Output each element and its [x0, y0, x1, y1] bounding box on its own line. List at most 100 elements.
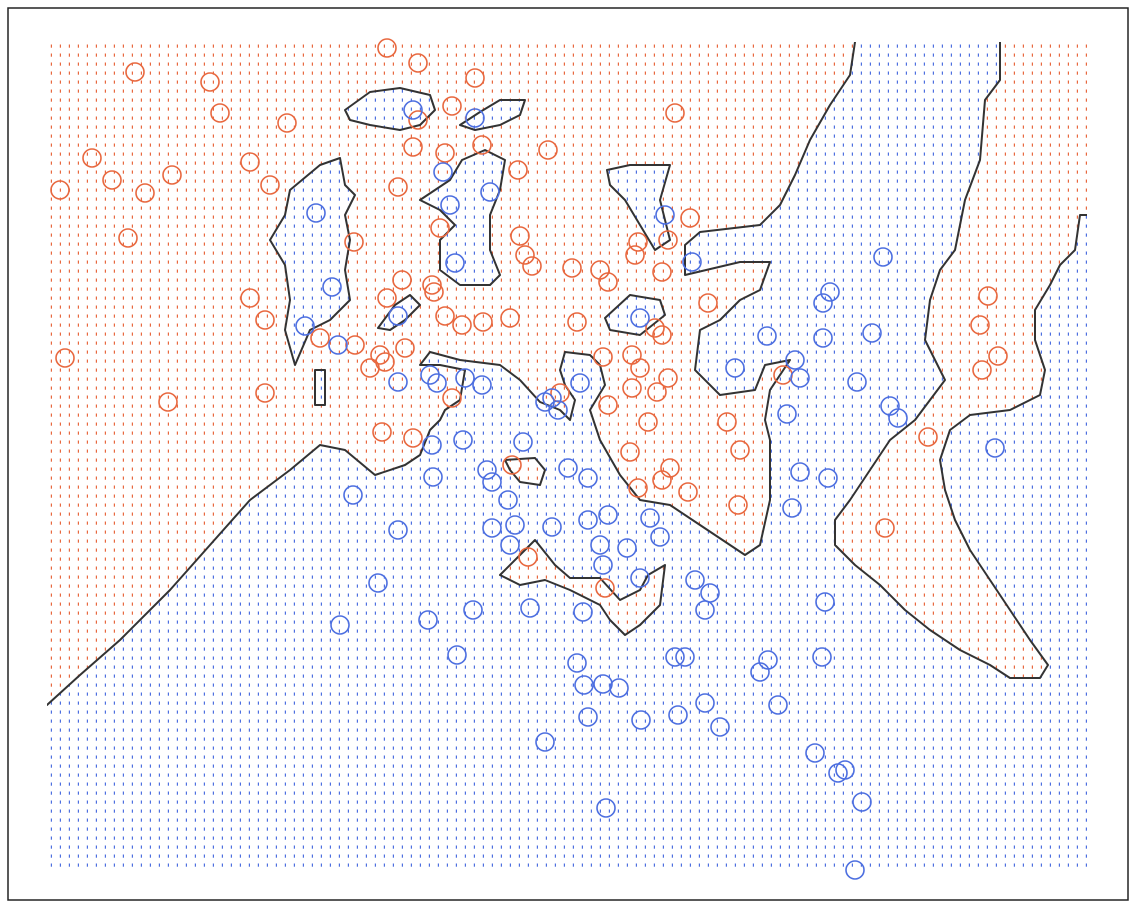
point [628, 478, 648, 498]
point [562, 258, 582, 278]
point [455, 368, 475, 388]
point [620, 442, 640, 462]
point [845, 860, 865, 880]
point [408, 110, 428, 130]
point [403, 100, 423, 120]
point [631, 710, 651, 730]
point [695, 693, 715, 713]
point [578, 707, 598, 727]
point [645, 318, 665, 338]
point [50, 180, 70, 200]
point [596, 798, 616, 818]
point [505, 515, 525, 535]
point [500, 535, 520, 555]
point [345, 335, 365, 355]
point [372, 422, 392, 442]
point [82, 148, 102, 168]
point [650, 527, 670, 547]
point [435, 306, 455, 326]
point [463, 600, 483, 620]
point [730, 440, 750, 460]
point [518, 547, 538, 567]
point [652, 262, 672, 282]
point [500, 308, 520, 328]
point [260, 175, 280, 195]
point [535, 392, 555, 412]
point [768, 695, 788, 715]
point [344, 232, 364, 252]
point [970, 315, 990, 335]
point [598, 395, 618, 415]
point [102, 170, 122, 190]
point [465, 68, 485, 88]
point [370, 345, 390, 365]
point [598, 272, 618, 292]
point [330, 615, 350, 635]
point [590, 535, 610, 555]
point [574, 675, 594, 695]
point [782, 498, 802, 518]
point [813, 328, 833, 348]
point [424, 282, 444, 302]
point [595, 578, 615, 598]
point [888, 408, 908, 428]
point [423, 467, 443, 487]
point [535, 732, 555, 752]
point [813, 293, 833, 313]
point [510, 226, 530, 246]
point [418, 610, 438, 630]
point [593, 347, 613, 367]
point [452, 315, 472, 335]
point [567, 653, 587, 673]
point [777, 404, 797, 424]
point [812, 647, 832, 667]
point [515, 245, 535, 265]
point [472, 375, 492, 395]
point [473, 312, 493, 332]
point [835, 760, 855, 780]
point [862, 323, 882, 343]
point [918, 427, 938, 447]
point [477, 460, 497, 480]
point [322, 277, 342, 297]
point [655, 205, 675, 225]
point [395, 338, 415, 358]
orange-region [47, 42, 1087, 705]
point [508, 160, 528, 180]
point [873, 247, 893, 267]
point [818, 468, 838, 488]
point [558, 458, 578, 478]
decision-regions [47, 42, 1087, 707]
point [465, 108, 485, 128]
point [628, 232, 648, 252]
point [578, 468, 598, 488]
point [847, 372, 867, 392]
point [647, 382, 667, 402]
point [652, 470, 672, 490]
point [985, 438, 1005, 458]
point [717, 412, 737, 432]
point [668, 705, 688, 725]
point [675, 647, 695, 667]
point [277, 113, 297, 133]
point [542, 517, 562, 537]
point [388, 372, 408, 392]
point [598, 505, 618, 525]
point [200, 72, 220, 92]
point [210, 103, 230, 123]
point [158, 392, 178, 412]
point [343, 485, 363, 505]
point [678, 482, 698, 502]
point [430, 218, 450, 238]
point [403, 137, 423, 157]
point [377, 38, 397, 58]
point [790, 462, 810, 482]
point [442, 388, 462, 408]
point [440, 195, 460, 215]
point [472, 135, 492, 155]
point [972, 360, 992, 380]
point [55, 348, 75, 368]
point [728, 495, 748, 515]
point [388, 520, 408, 540]
point [805, 743, 825, 763]
